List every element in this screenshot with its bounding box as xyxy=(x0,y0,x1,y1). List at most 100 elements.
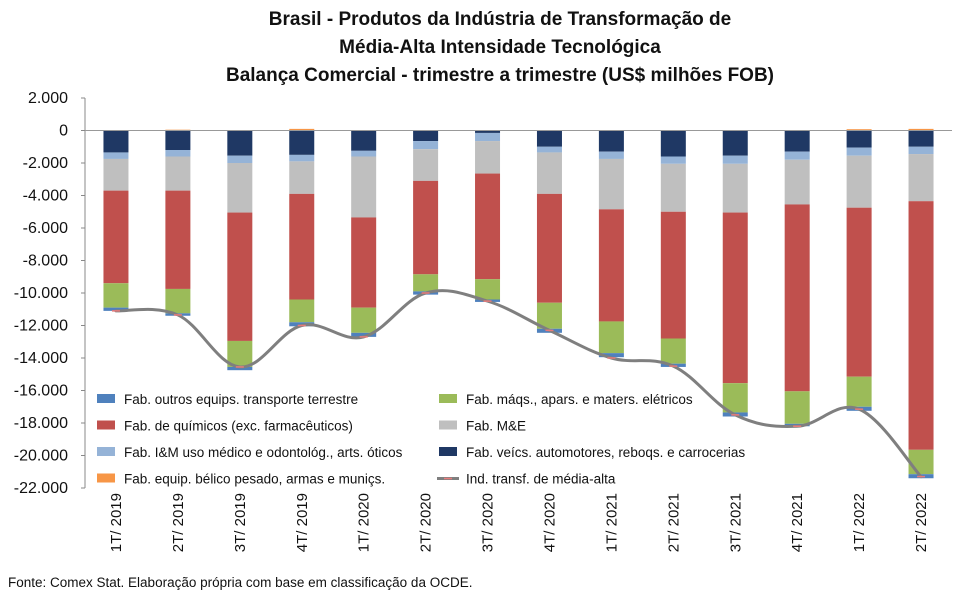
legend-label: Fab. M&E xyxy=(466,419,526,434)
legend-swatch xyxy=(97,473,115,483)
bar-segment-6 xyxy=(103,283,129,308)
bar-segment-5 xyxy=(660,211,686,339)
bar-segment-4 xyxy=(351,156,377,218)
bar-segment-2 xyxy=(536,130,562,147)
y-tick-label: -8.000 xyxy=(23,253,68,270)
y-tick-label: -22.000 xyxy=(14,480,68,497)
bar-segment-2 xyxy=(289,130,315,155)
bar-segment-2 xyxy=(103,130,129,153)
line-layer xyxy=(111,289,926,479)
bar-segment-6 xyxy=(289,299,315,323)
legend-swatch xyxy=(97,447,115,456)
bar-segment-3 xyxy=(227,155,253,163)
source-note: Fonte: Comex Stat. Elaboração própria co… xyxy=(8,575,473,590)
bar-segment-6 xyxy=(536,302,562,329)
bar-segment-2 xyxy=(660,130,686,157)
bar-segment-5 xyxy=(784,204,810,392)
bar-segment-4 xyxy=(475,141,501,174)
bar-segment-2 xyxy=(165,130,191,150)
y-tick-label: -4.000 xyxy=(23,188,68,205)
bar-segment-5 xyxy=(908,201,934,450)
y-tick-label: -14.000 xyxy=(14,350,68,367)
bar-segment-2 xyxy=(846,130,872,148)
bar-segment-1 xyxy=(846,129,872,131)
x-tick-label: 2T/ 2021 xyxy=(665,493,682,552)
legend-label: Fab. máqs., apars. e maters. elétricos xyxy=(466,392,693,407)
bar-segment-4 xyxy=(289,161,315,194)
x-tick-label: 2T/ 2020 xyxy=(418,493,435,552)
x-tick-label: 1T/ 2021 xyxy=(603,493,620,552)
bar-segment-5 xyxy=(351,217,377,308)
bar-segment-3 xyxy=(103,152,129,159)
x-axis: 1T/ 2019 2T/ 2019 3T/ 2019 4T/ 2019 1T/ 2020… xyxy=(85,130,952,552)
bar-segment-5 xyxy=(846,207,872,377)
x-tick-label: 2T/ 2022 xyxy=(913,493,930,552)
x-tick-label: 3T/ 2019 xyxy=(232,493,249,552)
y-tick-label: -12.000 xyxy=(14,318,68,335)
bar-segment-3 xyxy=(475,132,501,142)
x-tick-label: 3T/ 2021 xyxy=(727,493,744,552)
bar-segment-6 xyxy=(722,383,748,413)
y-tick-label: 0 xyxy=(59,123,68,140)
bar-segment-4 xyxy=(908,154,934,202)
bar-segment-3 xyxy=(722,155,748,164)
chart-title: Brasil - Produtos da Indústria de Transf… xyxy=(226,9,774,86)
bar-segment-4 xyxy=(660,163,686,212)
bar-segment-7 xyxy=(103,307,129,311)
bar-segment-2 xyxy=(227,130,253,156)
bar-segment-7 xyxy=(351,332,377,337)
bar-segment-6 xyxy=(413,274,439,292)
legend-label: Fab. veícs. automotores, reboqs. e carro… xyxy=(466,445,745,460)
bar-segment-3 xyxy=(536,146,562,153)
bar-segment-6 xyxy=(165,288,191,314)
bar-segment-6 xyxy=(227,340,253,367)
bar-segment-2 xyxy=(908,130,934,147)
bar-segment-5 xyxy=(165,190,191,289)
bar-segment-3 xyxy=(784,151,810,160)
bar-segment-4 xyxy=(413,149,439,181)
bar-segment-6 xyxy=(846,376,872,407)
bar-segment-5 xyxy=(722,212,748,384)
bar-segment-4 xyxy=(227,163,253,213)
x-tick-label: 4T/ 2020 xyxy=(541,493,558,552)
bar-segment-3 xyxy=(908,146,934,155)
legend-swatch xyxy=(439,420,457,430)
bar-segment-4 xyxy=(536,152,562,194)
y-tick-label: -18.000 xyxy=(14,415,68,432)
legend-label: Fab. de químicos (exc. farmacêuticos) xyxy=(124,419,353,434)
bar-segment-2 xyxy=(722,130,748,156)
bar-segment-6 xyxy=(908,449,934,475)
legend-swatch xyxy=(97,420,115,430)
bar-segment-4 xyxy=(598,158,624,210)
legend-label: Fab. equip. bélico pesado, armas e muniç… xyxy=(124,472,385,487)
legend: Fab. outros equips. transporte terrestre… xyxy=(97,392,745,487)
bar-segment-5 xyxy=(103,190,129,284)
bar-segment-5 xyxy=(413,180,439,275)
y-tick-label: 2.000 xyxy=(28,90,68,107)
bar-segment-2 xyxy=(475,130,501,133)
bar-segment-1 xyxy=(289,128,315,131)
legend-swatch xyxy=(439,394,457,403)
bar-segment-5 xyxy=(227,212,253,341)
bar-segment-4 xyxy=(103,158,129,191)
bar-segment-1 xyxy=(908,128,934,131)
bar-segment-3 xyxy=(598,151,624,159)
bar-segment-2 xyxy=(598,130,624,152)
legend-label: Ind. transf. de média-alta xyxy=(466,472,616,487)
bar-segment-7 xyxy=(227,366,253,371)
x-tick-label: 1T/ 2019 xyxy=(108,493,125,552)
bar-segment-3 xyxy=(846,147,872,156)
legend-swatch xyxy=(439,447,457,456)
title-line-3: Balança Comercial - trimestre a trimestr… xyxy=(226,65,774,86)
bar-segment-4 xyxy=(784,159,810,205)
bar-segment-6 xyxy=(784,391,810,424)
y-tick-label: -10.000 xyxy=(14,285,68,302)
x-tick-label: 4T/ 2019 xyxy=(294,493,311,552)
bar-segment-3 xyxy=(289,154,315,162)
bar-segment-3 xyxy=(660,156,686,164)
y-tick-label: -6.000 xyxy=(23,220,68,237)
title-line-1: Brasil - Produtos da Indústria de Transf… xyxy=(269,9,731,30)
bar-segment-5 xyxy=(289,193,315,300)
bar-segment-5 xyxy=(475,173,501,280)
